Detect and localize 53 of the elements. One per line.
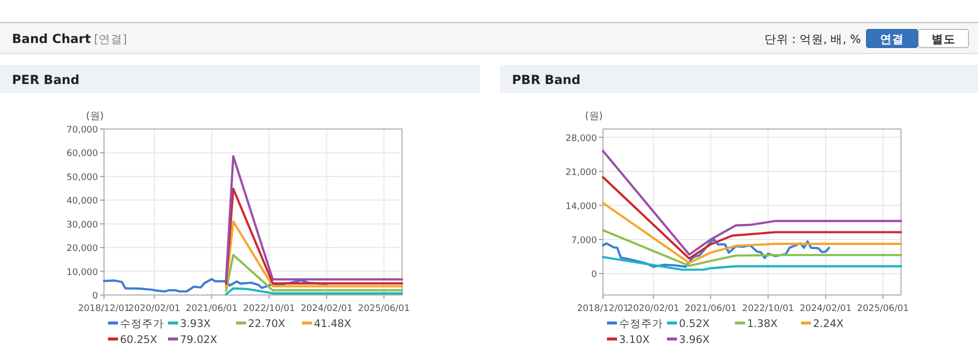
line-series: [602, 176, 902, 260]
legend-label: 41.48X: [314, 318, 352, 330]
chart-title: PER Band: [12, 72, 80, 87]
legend-label: 3.10X: [619, 334, 650, 346]
legend-label: 수정주가: [120, 318, 164, 330]
y-tick-label: 28,000: [566, 134, 598, 144]
y-tick-label: 70,000: [66, 126, 98, 136]
legend-label: 22.70X: [248, 318, 286, 330]
text: Band Chart: [12, 31, 91, 46]
legend-label: 3.93X: [180, 318, 211, 330]
x-tick-label: 2022/10/01: [243, 304, 296, 314]
y-tick-label: 10,000: [66, 268, 98, 278]
legend-label: 2.24X: [813, 318, 844, 330]
x-tick-label: 2024/02/01: [800, 304, 852, 314]
chart-title: PBR Band: [512, 72, 580, 87]
y-tick-label: 7,000: [571, 236, 598, 246]
legend-label: 3.96X: [679, 334, 710, 346]
legend-label: 0.52X: [679, 318, 710, 330]
text: [연결]: [94, 32, 127, 46]
line-series: [602, 202, 902, 264]
y-tick-label: 60,000: [66, 149, 98, 160]
x-tick-label: 2025/06/01: [358, 304, 410, 314]
y-tick-label: 40,000: [66, 196, 98, 207]
x-tick-label: 2018/12/01: [577, 304, 629, 314]
y-tick-label: 0: [591, 270, 598, 280]
legend-label: 79.02X: [180, 334, 218, 346]
legend-label: 60.25X: [120, 334, 158, 346]
text: 별도: [932, 32, 956, 46]
y-tick-label: 21,000: [566, 168, 598, 178]
text: 단위 : 억원, 배, %: [764, 32, 862, 46]
y-tick-label: 0: [92, 292, 98, 302]
x-tick-label: 2020/02/01: [627, 304, 680, 314]
line-series: [602, 229, 902, 267]
line-series: [602, 256, 902, 271]
x-tick-label: 2021/06/01: [186, 304, 238, 314]
y-tick-label: 20,000: [66, 244, 98, 254]
y-tick-label: 14,000: [566, 202, 598, 212]
y-axis-title: (원): [86, 111, 104, 122]
legend-label: 수정주가: [619, 318, 663, 330]
y-tick-label: 30,000: [66, 220, 98, 230]
line-series: [602, 150, 902, 256]
text: 연결: [880, 32, 904, 46]
x-tick-label: 2021/06/01: [684, 304, 737, 314]
y-tick-label: 50,000: [66, 172, 98, 183]
x-tick-label: 2020/02/01: [128, 304, 180, 314]
legend-label: 1.38X: [747, 318, 778, 330]
x-tick-label: 2022/10/01: [742, 304, 794, 314]
y-axis-title: (원): [585, 111, 603, 122]
x-tick-label: 2024/02/01: [300, 304, 353, 314]
line-series: [602, 238, 830, 268]
x-tick-label: 2025/06/01: [857, 304, 909, 314]
x-tick-label: 2018/12/01: [78, 304, 130, 314]
line-series: [102, 278, 328, 293]
